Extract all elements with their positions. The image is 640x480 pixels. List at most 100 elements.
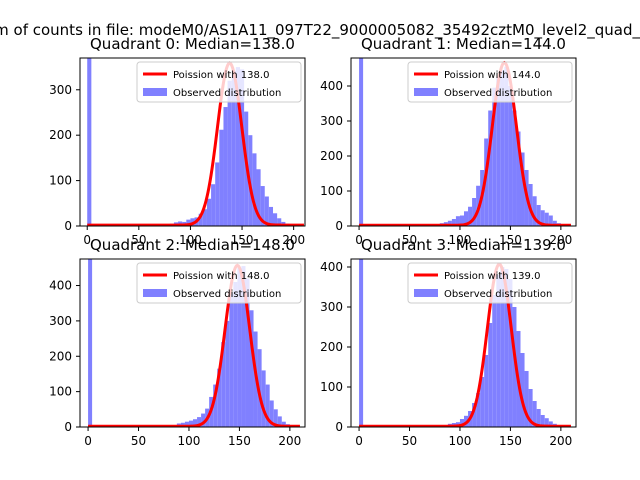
histogram-bar — [184, 421, 189, 427]
histogram-bar — [281, 421, 286, 427]
histogram-bar — [476, 393, 481, 427]
figure-suptitle: Histogram of counts in file: modeM0/AS1A… — [0, 21, 640, 40]
x-tick-label: 50 — [131, 233, 146, 247]
histogram-bar — [472, 403, 477, 427]
histogram-bar — [548, 215, 553, 226]
histogram-bar — [211, 184, 216, 226]
y-tick-label: 300 — [320, 114, 343, 128]
y-tick-label: 300 — [320, 300, 343, 314]
histogram-bars — [359, 58, 569, 226]
histogram-bar — [540, 210, 545, 226]
axes-frame — [350, 258, 577, 428]
histogram-bar — [492, 87, 497, 226]
histogram-bar — [237, 267, 242, 427]
legend-entry-poisson: Poission with 138.0 — [173, 70, 269, 81]
histogram-bar — [197, 417, 202, 427]
y-tick-label: 200 — [320, 340, 343, 354]
x-tick-label: 200 — [278, 434, 301, 448]
histogram-bar — [484, 355, 489, 427]
x-tick-label: 0 — [84, 434, 92, 448]
y-tick-label: 400 — [320, 79, 343, 93]
axes-frame — [350, 57, 577, 227]
histogram-bar — [500, 70, 505, 226]
histogram-bar — [252, 153, 257, 226]
x-tick-label: 100 — [178, 434, 201, 448]
x-tick-label: 0 — [355, 233, 363, 247]
legend: Poission with 138.0 Observed distribution — [136, 61, 302, 103]
x-tick-label: 0 — [355, 434, 363, 448]
histogram-bar — [492, 295, 497, 427]
histogram-bar — [500, 267, 505, 427]
histogram-bar — [508, 279, 513, 427]
x-tick-label: 50 — [402, 434, 417, 448]
histogram-bar — [245, 278, 250, 427]
histogram-bar — [277, 218, 282, 226]
histogram-bar — [359, 259, 364, 427]
histogram-bar — [532, 196, 537, 226]
subplot-title: Quadrant 2: Median=148.0 — [90, 236, 295, 254]
subplot-title: Quadrant 0: Median=138.0 — [90, 35, 295, 53]
histogram-bar — [532, 401, 537, 427]
subplot-quadrant-1: Quadrant 1: Median=144.0 0 50 100 150 200 0 100… — [320, 35, 577, 247]
histogram-bar — [249, 310, 254, 427]
histogram-bar — [206, 198, 212, 226]
y-tick-label: 400 — [49, 279, 72, 293]
histogram-bar — [520, 353, 525, 427]
histogram-bar — [264, 196, 269, 226]
legend-entry-poisson: Poission with 139.0 — [444, 271, 540, 282]
histogram-bar — [459, 419, 465, 427]
subplot-quadrant-3: Quadrant 3: Median=139.00 50 100 150 2000100… — [320, 236, 577, 448]
y-tick-label: 400 — [320, 260, 343, 274]
histogram-bar — [516, 131, 521, 226]
histogram-bar — [229, 292, 234, 427]
legend-entry-observed: Observed distribution — [173, 289, 281, 300]
x-tick-label: 150 — [231, 233, 254, 247]
poisson-curve — [87, 61, 304, 226]
axes-frame — [79, 57, 306, 227]
histogram-bar — [213, 384, 218, 427]
subplots: Quadrant 0: Median=138.0 0 50 100 150 200 0 100… — [49, 35, 577, 448]
histogram-bar — [273, 409, 278, 427]
histogram-bar — [231, 70, 236, 226]
histogram-bar — [225, 320, 230, 427]
histogram-bar — [261, 370, 266, 427]
histogram-bar — [544, 418, 549, 427]
legend: Poission with 148.0 Observed distribution — [136, 262, 302, 304]
legend-box — [136, 61, 302, 103]
histogram-bar — [217, 368, 222, 427]
y-tick-label: 300 — [49, 314, 72, 328]
histogram-bar — [472, 198, 477, 226]
legend-observed-swatch — [143, 289, 167, 297]
y-tick-label: 200 — [49, 349, 72, 363]
subplot-quadrant-0: Quadrant 0: Median=138.0 0 50 100 150 200 0 100… — [49, 35, 306, 247]
histogram-bar — [219, 129, 224, 226]
legend-observed-swatch — [414, 88, 438, 96]
y-tick-label: 200 — [49, 128, 72, 142]
histogram-bar — [268, 206, 274, 226]
histogram-bar — [256, 169, 261, 226]
histogram-bar — [451, 219, 456, 226]
legend-box — [136, 262, 302, 304]
histogram-bar — [496, 275, 501, 427]
x-tick-label: 100 — [179, 233, 202, 247]
poisson-curve — [359, 60, 571, 226]
histogram-bar — [488, 323, 493, 427]
legend-entry-observed: Observed distribution — [173, 88, 281, 99]
y-tick-label: 100 — [320, 380, 343, 394]
histogram-bar — [87, 58, 92, 226]
histogram-bar — [496, 77, 501, 226]
subplot-title: Quadrant 1: Median=144.0 — [361, 35, 566, 53]
histogram-bar — [241, 266, 246, 427]
x-tick-label: 50 — [131, 434, 146, 448]
histogram-bar — [524, 371, 529, 427]
histogram-bar — [235, 67, 240, 226]
y-tick-label: 0 — [64, 219, 72, 233]
histogram-bar — [520, 152, 525, 226]
y-tick-label: 0 — [64, 420, 72, 434]
x-tick-label: 100 — [449, 434, 472, 448]
histogram-bar — [277, 416, 282, 427]
legend-entry-observed: Observed distribution — [444, 88, 552, 99]
legend-entry-observed: Observed distribution — [444, 289, 552, 300]
histogram-bar — [528, 389, 533, 427]
